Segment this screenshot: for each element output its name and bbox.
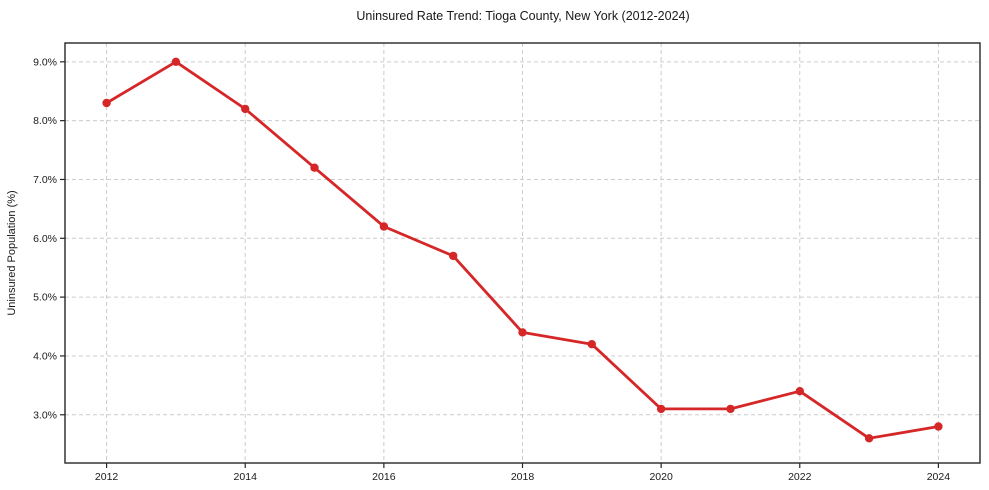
y-tick-label: 7.0%	[33, 174, 57, 186]
y-tick-label: 5.0%	[33, 292, 57, 304]
x-tick-label: 2024	[927, 471, 951, 483]
y-tick-label: 4.0%	[33, 350, 57, 362]
data-point	[518, 328, 527, 337]
x-tick-label: 2018	[511, 471, 535, 483]
x-tick-label: 2012	[95, 471, 119, 483]
x-tick-label: 2014	[234, 471, 258, 483]
data-point	[934, 422, 943, 431]
data-point	[864, 434, 874, 443]
data-point	[241, 104, 250, 114]
y-tick-label: 3.0%	[33, 409, 57, 421]
data-point	[171, 57, 181, 66]
x-tick-label: 2022	[788, 471, 812, 483]
data-point	[587, 340, 596, 349]
x-tick-label: 2016	[372, 471, 396, 483]
data-point	[795, 387, 804, 396]
data-point	[102, 98, 111, 108]
data-point	[310, 163, 319, 172]
y-tick-label: 9.0%	[33, 56, 57, 68]
data-point	[379, 222, 389, 231]
data-point	[449, 251, 458, 261]
plot-area: 2012 2014 2016 2018 2020 2022 2024 3.0% 4.0% 5.0%…	[33, 42, 981, 483]
chart-title: Uninsured Rate Trend: Tioga County, New …	[356, 9, 689, 23]
y-tick-label: 8.0%	[33, 115, 57, 127]
data-point	[726, 404, 735, 414]
y-axis-label: Uninsured Population (%)	[6, 190, 18, 315]
y-tick-label: 6.0%	[33, 233, 57, 245]
data-point	[656, 404, 666, 414]
x-tick-label: 2020	[649, 471, 673, 483]
